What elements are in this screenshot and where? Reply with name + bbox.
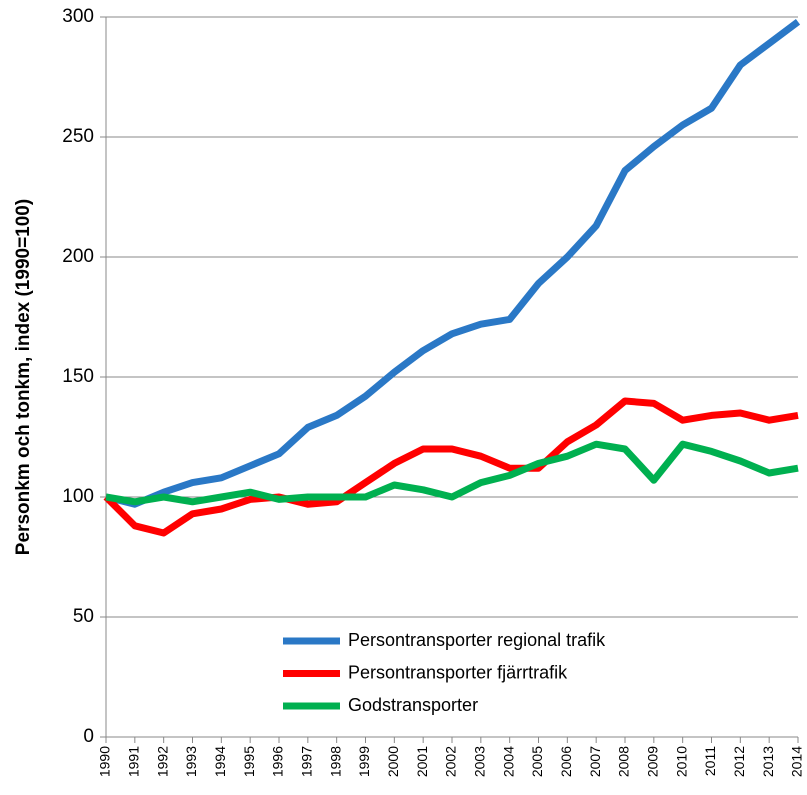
- legend-label: Persontransporter regional trafik: [348, 630, 606, 650]
- x-tick-label: 1992: [154, 746, 170, 777]
- x-tick-label: 2013: [760, 746, 776, 777]
- x-tick-label: 2012: [731, 746, 747, 777]
- x-tick-label: 2009: [645, 746, 661, 777]
- x-tick-label: 2004: [500, 746, 516, 777]
- x-tick-label: 1998: [327, 746, 343, 777]
- x-tick-label: 2007: [587, 746, 603, 777]
- series-line: [105, 18, 801, 508]
- x-tick-label: 2002: [443, 746, 459, 777]
- series-line: [105, 440, 799, 506]
- x-tick-label: 1994: [212, 746, 228, 777]
- legend-label: Godstransporter: [348, 695, 478, 715]
- legend-label: Persontransporter fjärrtrafik: [348, 662, 568, 682]
- series-line: [103, 397, 799, 537]
- x-tick-label: 1999: [356, 746, 372, 777]
- y-tick-label: 250: [62, 126, 94, 147]
- x-tick-label: 1991: [126, 746, 142, 777]
- x-tick-label: 2003: [472, 746, 488, 777]
- x-tick-label: 2001: [414, 746, 430, 777]
- y-tick-label: 150: [62, 366, 94, 387]
- x-tick-label: 2010: [673, 746, 689, 777]
- x-tick-label: 2000: [385, 746, 401, 777]
- y-tick-label: 50: [73, 606, 94, 627]
- x-tick-label: 2014: [789, 746, 805, 777]
- y-tick-label: 100: [62, 486, 94, 507]
- y-tick-label: 200: [62, 246, 94, 267]
- x-tick-label: 1990: [97, 746, 113, 777]
- y-tick-label: 0: [83, 726, 94, 747]
- y-tick-label: 300: [62, 6, 94, 27]
- y-axis-title: Personkm och tonkm, index (1990=100): [13, 199, 34, 555]
- x-tick-label: 1993: [183, 746, 199, 777]
- x-tick-label: 2006: [558, 746, 574, 777]
- x-tick-label: 2011: [702, 746, 718, 776]
- x-tick-label: 1997: [299, 746, 315, 777]
- x-tick-label: 2005: [529, 746, 545, 777]
- x-tick-label: 1996: [270, 746, 286, 777]
- x-tick-label: 1995: [241, 746, 257, 777]
- x-tick-label: 2008: [616, 746, 632, 777]
